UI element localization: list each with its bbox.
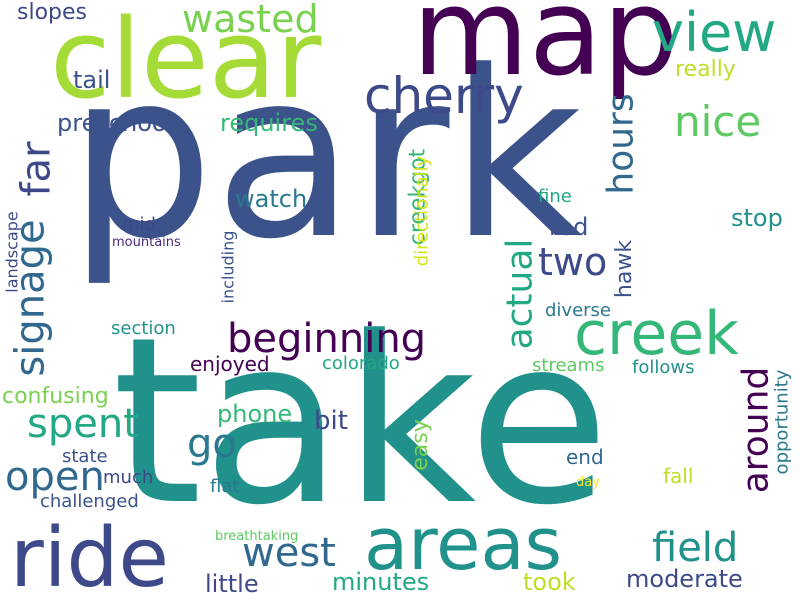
word-colorado: colorado bbox=[322, 353, 400, 374]
word-two: two bbox=[538, 240, 608, 284]
word-slopes: slopes bbox=[17, 0, 87, 25]
word-clear: clear bbox=[50, 0, 322, 123]
word-park: park bbox=[68, 23, 583, 290]
word-around: around bbox=[735, 366, 777, 494]
word-mountains: mountains bbox=[112, 235, 181, 250]
word-areas: areas bbox=[364, 502, 563, 586]
word-tail: tail bbox=[73, 66, 111, 94]
word-west: west bbox=[242, 530, 336, 576]
word-confusing: confusing bbox=[2, 384, 109, 409]
word-flat: flat bbox=[210, 476, 240, 497]
word-nice: nice bbox=[674, 97, 762, 146]
word-streams: streams bbox=[532, 355, 605, 376]
word-preschool: preschool bbox=[57, 109, 174, 137]
word-ride: ride bbox=[10, 511, 169, 600]
word-minutes: minutes bbox=[332, 568, 430, 596]
word-map: map bbox=[412, 0, 679, 103]
word-follows: follows bbox=[632, 357, 695, 378]
word-requires: requires bbox=[220, 109, 318, 137]
word-red: red bbox=[549, 213, 589, 241]
word-watch: watch bbox=[235, 185, 308, 213]
word-section: section bbox=[111, 318, 176, 339]
word-moderate: moderate bbox=[626, 565, 743, 593]
word-actual: actual bbox=[499, 238, 541, 350]
word-view: view bbox=[652, 1, 777, 64]
word-wasted: wasted bbox=[182, 0, 319, 41]
word-beginning: beginning bbox=[227, 316, 427, 362]
word-bit: bit bbox=[314, 406, 348, 436]
word-phone: phone bbox=[217, 400, 293, 428]
word-stop: stop bbox=[731, 204, 783, 232]
word-take: take bbox=[112, 289, 610, 556]
word-hawk: hawk bbox=[612, 239, 638, 299]
word-fine: fine bbox=[538, 186, 572, 207]
word-creek: creek bbox=[574, 299, 739, 369]
word-opportunity: opportunity bbox=[771, 369, 793, 475]
word-directionally: directionally bbox=[411, 155, 433, 267]
word-hours: hours bbox=[600, 93, 642, 195]
word-fall: fall bbox=[663, 464, 694, 488]
word-day: day bbox=[576, 475, 600, 490]
word-cherry: cherry bbox=[364, 67, 524, 125]
word-breathtaking: breathtaking bbox=[215, 529, 299, 544]
word-open: open bbox=[5, 454, 105, 500]
word-much: much bbox=[103, 467, 154, 488]
word-end: end bbox=[566, 445, 604, 469]
word-diverse: diverse bbox=[545, 300, 612, 321]
word-took: took bbox=[523, 568, 576, 596]
word-including: including bbox=[218, 230, 238, 304]
word-go: go bbox=[187, 421, 237, 467]
word-mid: mid bbox=[122, 214, 156, 235]
word-little: little bbox=[205, 570, 259, 598]
word-field: field bbox=[652, 525, 739, 571]
word-spent: spent bbox=[27, 401, 139, 447]
word-challenged: challenged bbox=[40, 491, 139, 512]
word-landscape: landscape bbox=[2, 211, 22, 293]
word-easy: easy bbox=[407, 419, 433, 471]
word-far: far bbox=[13, 141, 60, 197]
word-enjoyed: enjoyed bbox=[190, 352, 270, 376]
word-really: really bbox=[675, 57, 736, 82]
word-state: state bbox=[62, 446, 108, 467]
